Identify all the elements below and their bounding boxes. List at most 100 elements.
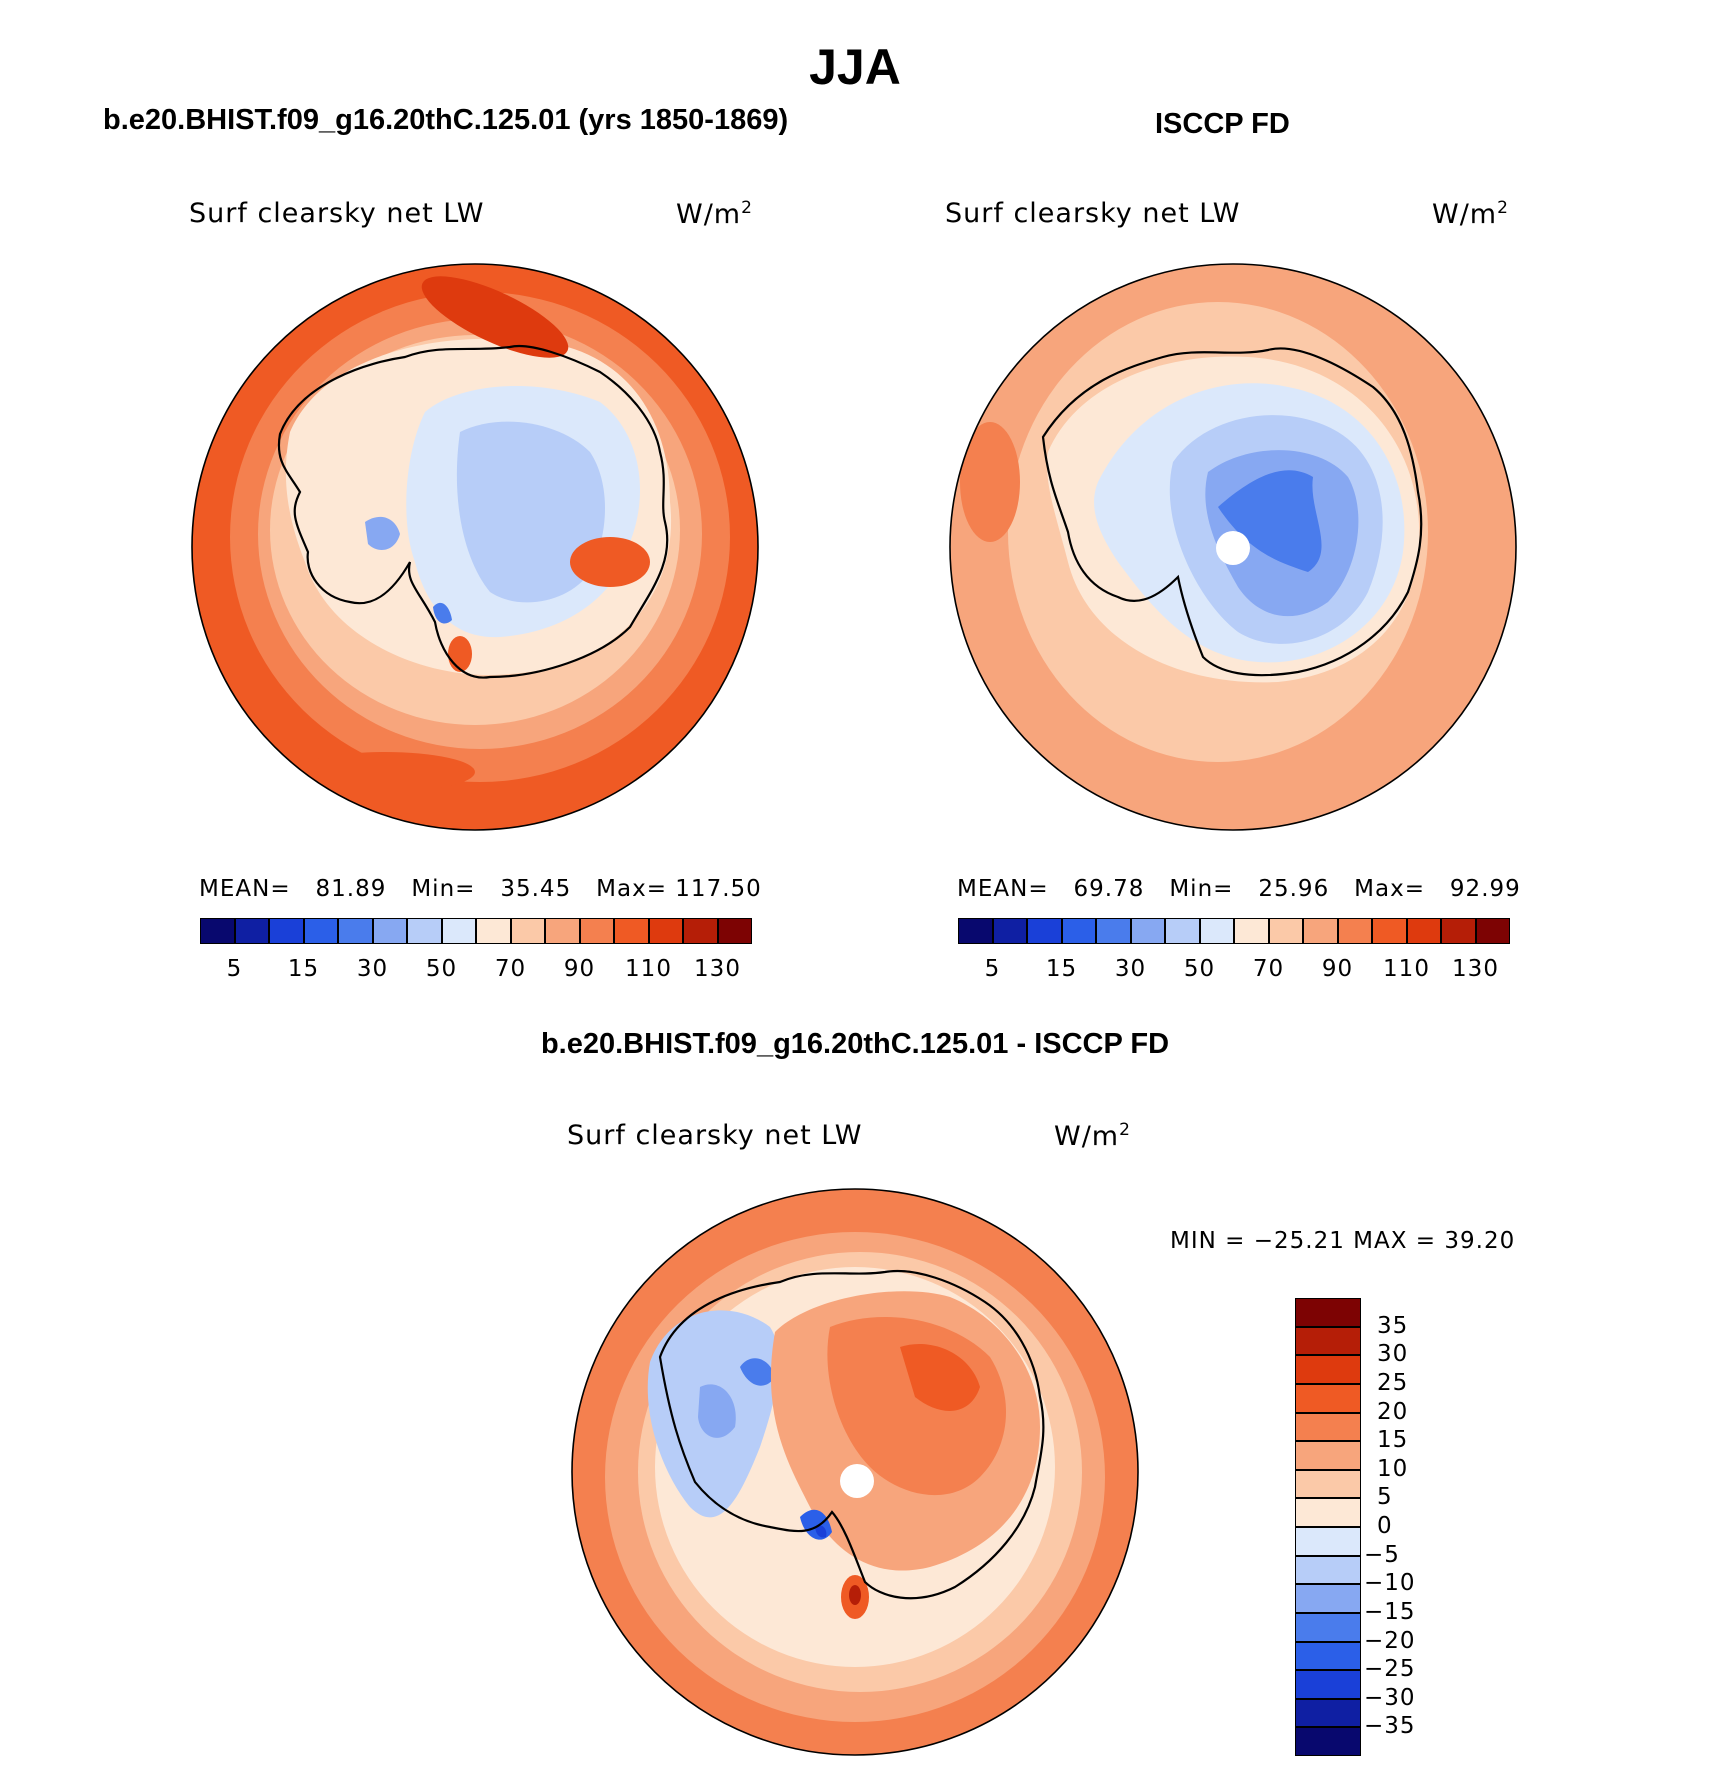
model-colorbar-box — [545, 918, 580, 944]
diff-colorbar-tick-label: 0 — [1377, 1513, 1393, 1539]
model-colorbar-box — [683, 918, 718, 944]
obs-colorbar-box — [1199, 918, 1234, 944]
diff-units-label: W/m2 — [1054, 1120, 1131, 1152]
diff-panel-title: b.e20.BHIST.f09_g16.20thC.125.01 - ISCCP… — [540, 1028, 1170, 1060]
model-colorbar-box — [441, 918, 476, 944]
model-stats: MEAN= 81.89 Min= 35.45 Max= 117.50 — [199, 876, 762, 902]
diff-colorbar-box — [1295, 1469, 1361, 1499]
obs-colorbar-box — [1337, 918, 1372, 944]
model-colorbar-box — [579, 918, 614, 944]
obs-colorbar-tick-label: 50 — [1183, 956, 1216, 982]
model-colorbar-tick-label: 110 — [625, 956, 672, 982]
diff-variable-label: Surf clearsky net LW — [567, 1120, 863, 1151]
model-colorbar-tick-label: 5 — [226, 956, 243, 982]
obs-colorbar-box — [1234, 918, 1269, 944]
obs-colorbar-tick-label: 130 — [1452, 956, 1499, 982]
model-colorbar-box — [269, 918, 304, 944]
diff-colorbar-box — [1295, 1641, 1361, 1671]
diff-colorbar-box — [1295, 1498, 1361, 1527]
model-colorbar-tick-label: 30 — [356, 956, 389, 982]
diff-colorbar-tick-label: −10 — [1364, 1570, 1416, 1597]
obs-polar-map — [949, 263, 1517, 831]
obs-units-label: W/m2 — [1432, 198, 1509, 230]
diff-colorbar-tick-label: 20 — [1377, 1398, 1409, 1425]
model-colorbar-box — [717, 918, 752, 944]
obs-colorbar-box — [1027, 918, 1062, 944]
diff-colorbar-tick-label: −15 — [1364, 1598, 1416, 1625]
model-variable-label: Surf clearsky net LW — [189, 198, 485, 229]
diff-polar-map — [571, 1188, 1139, 1756]
figure-title: JJA — [809, 39, 901, 95]
obs-colorbar-tick-label: 90 — [1321, 956, 1354, 982]
diff-colorbar-box — [1295, 1298, 1361, 1327]
model-colorbar-box — [510, 918, 545, 944]
model-colorbar-box — [476, 918, 511, 944]
diff-colorbar-box — [1295, 1698, 1361, 1728]
model-panel-title: b.e20.BHIST.f09_g16.20thC.125.01 (yrs 18… — [103, 104, 789, 136]
obs-colorbar-box — [1475, 918, 1510, 944]
model-polar-map — [191, 263, 759, 831]
diff-colorbar-box — [1295, 1584, 1361, 1613]
model-colorbar-box — [303, 918, 338, 944]
diff-colorbar-box — [1295, 1612, 1361, 1642]
obs-colorbar-box — [1303, 918, 1338, 944]
obs-stats: MEAN= 69.78 Min= 25.96 Max= 92.99 — [957, 876, 1521, 902]
diff-colorbar-tick-label: −35 — [1364, 1713, 1416, 1740]
obs-panel-title: ISCCP FD — [1155, 108, 1290, 140]
diff-colorbar-tick-label: −30 — [1364, 1684, 1416, 1711]
obs-variable-label: Surf clearsky net LW — [945, 198, 1241, 229]
model-colorbar-box — [234, 918, 269, 944]
diff-colorbar-box — [1295, 1727, 1361, 1756]
diff-colorbar-box — [1295, 1412, 1361, 1442]
diff-colorbar-tick-label: −20 — [1364, 1627, 1416, 1654]
pole-hole-diff — [840, 1464, 874, 1498]
obs-colorbar-labels: 5 15 30 50 70 90 110 130 — [958, 956, 1510, 986]
obs-colorbar-box — [1372, 918, 1407, 944]
diff-colorbar-box — [1295, 1555, 1361, 1585]
obs-colorbar-box — [1165, 918, 1200, 944]
diff-colorbar — [1295, 1298, 1361, 1756]
diff-colorbar-labels: 35 30 25 20 15 10 5 0 −5 −10 −15 −20 −25 −30 −35 — [1364, 1298, 1452, 1756]
model-colorbar-tick-label: 50 — [425, 956, 458, 982]
obs-colorbar-box — [1130, 918, 1165, 944]
model-colorbar-tick-label: 70 — [494, 956, 527, 982]
diff-colorbar-box — [1295, 1326, 1361, 1356]
diff-minmax: MIN = −25.21 MAX = 39.20 — [1170, 1228, 1516, 1254]
diff-colorbar-box — [1295, 1441, 1361, 1470]
obs-colorbar-box — [1096, 918, 1131, 944]
obs-colorbar-box — [1406, 918, 1441, 944]
diff-colorbar-tick-label: 10 — [1377, 1455, 1409, 1482]
model-units-label: W/m2 — [676, 198, 753, 230]
model-colorbar-box — [338, 918, 373, 944]
diff-colorbar-box — [1295, 1383, 1361, 1413]
diff-colorbar-tick-label: 35 — [1377, 1312, 1409, 1339]
diff-colorbar-box — [1295, 1527, 1361, 1556]
obs-colorbar — [958, 918, 1510, 944]
obs-colorbar-tick-label: 5 — [984, 956, 1001, 982]
obs-colorbar-tick-label: 30 — [1114, 956, 1147, 982]
model-colorbar-tick-label: 90 — [563, 956, 596, 982]
obs-colorbar-box — [1441, 918, 1476, 944]
obs-colorbar-tick-label: 70 — [1252, 956, 1285, 982]
obs-colorbar-box — [958, 918, 993, 944]
diff-colorbar-tick-label: 15 — [1377, 1427, 1409, 1454]
pole-hole-obs — [1216, 531, 1250, 565]
model-colorbar — [200, 918, 752, 944]
obs-colorbar-tick-label: 110 — [1383, 956, 1430, 982]
obs-colorbar-tick-label: 15 — [1045, 956, 1078, 982]
model-colorbar-labels: 5 15 30 50 70 90 110 130 — [200, 956, 752, 986]
obs-colorbar-box — [992, 918, 1027, 944]
diff-colorbar-tick-label: 25 — [1377, 1369, 1409, 1396]
diff-colorbar-box — [1295, 1670, 1361, 1699]
obs-colorbar-box — [1061, 918, 1096, 944]
model-colorbar-box — [407, 918, 442, 944]
model-colorbar-box — [200, 918, 235, 944]
obs-colorbar-box — [1268, 918, 1303, 944]
model-colorbar-box — [372, 918, 407, 944]
model-colorbar-box — [648, 918, 683, 944]
model-colorbar-box — [614, 918, 649, 944]
model-colorbar-tick-label: 130 — [694, 956, 741, 982]
diff-colorbar-tick-label: −5 — [1364, 1541, 1400, 1568]
diff-colorbar-tick-label: 5 — [1377, 1484, 1393, 1511]
diff-colorbar-tick-label: −25 — [1364, 1656, 1416, 1683]
